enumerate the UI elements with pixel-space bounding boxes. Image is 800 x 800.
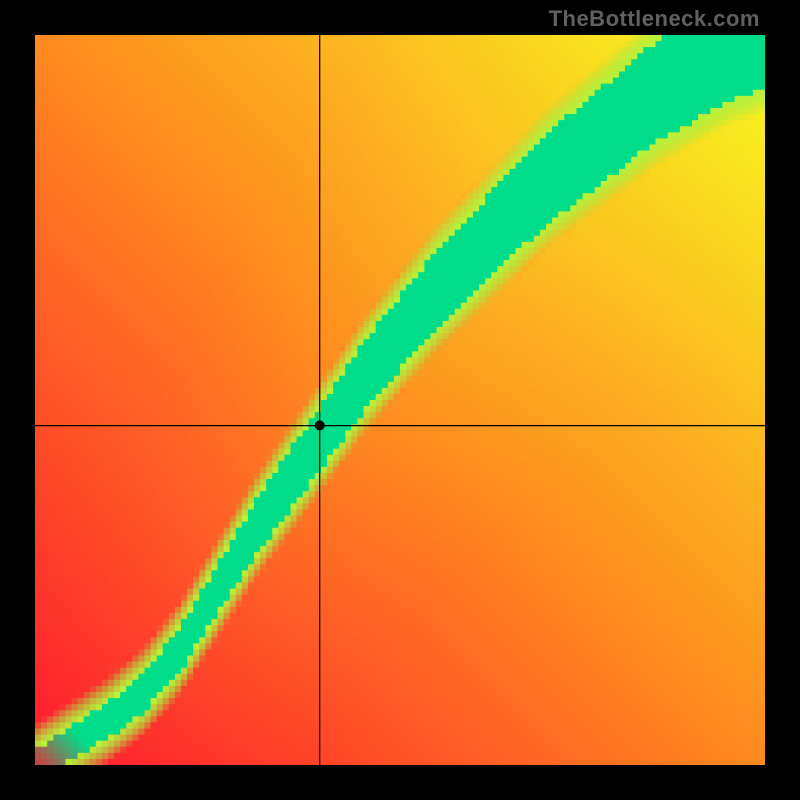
watermark-text: TheBottleneck.com [549, 6, 760, 32]
heatmap-chart [35, 35, 765, 765]
heatmap-canvas [35, 35, 765, 765]
